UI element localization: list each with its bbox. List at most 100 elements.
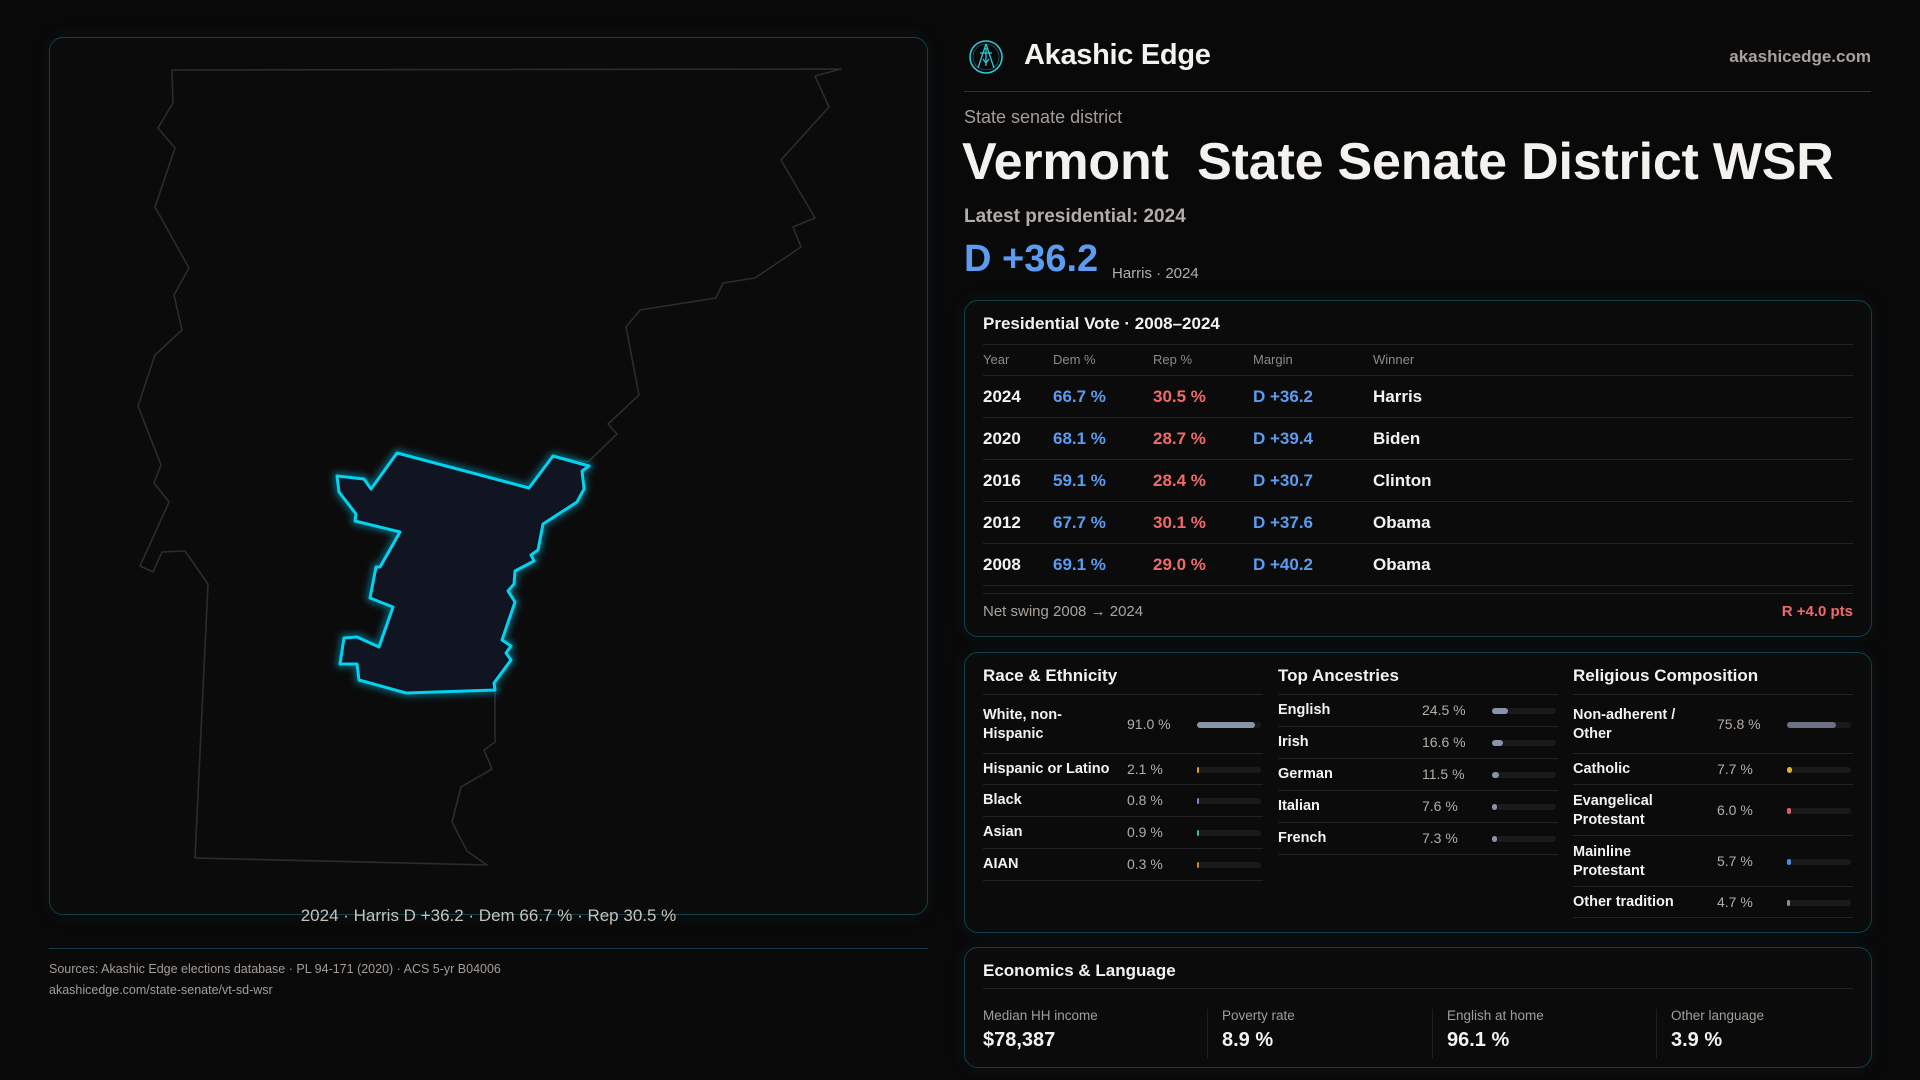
list-item: Catholic 7.7 % <box>1573 754 1853 785</box>
item-bar-fill <box>1492 836 1497 842</box>
item-bar-fill <box>1787 858 1791 865</box>
item-label: French <box>1278 830 1327 846</box>
row-divider <box>1278 758 1558 759</box>
item-label: Other tradition <box>1573 893 1674 910</box>
cell-winner: Biden <box>1373 429 1421 448</box>
site-link[interactable]: akashicedge.com <box>1729 47 1871 66</box>
item-label: English <box>1278 702 1331 718</box>
column-header: Year <box>983 352 1010 367</box>
row-divider <box>1278 726 1558 727</box>
list-item: Italian 7.6 % <box>1278 791 1558 823</box>
table-row[interactable]: 2016 59.1 % 28.4 % D +30.7 Clinton <box>965 460 1871 502</box>
column-title: Religious Composition <box>1573 666 1759 685</box>
cell-year: 2020 <box>983 429 1021 448</box>
item-bar <box>1197 862 1261 868</box>
stat-divider <box>1656 1009 1657 1058</box>
item-label: Mainline Protestant <box>1573 843 1645 879</box>
cell-margin: D +39.4 <box>1253 429 1314 448</box>
cell-winner: Obama <box>1373 555 1431 574</box>
vermont-state-outline <box>137 68 842 866</box>
item-bar <box>1197 766 1261 773</box>
table-row[interactable]: 2020 68.1 % 28.7 % D +39.4 Biden <box>965 418 1871 460</box>
cell-margin: D +40.2 <box>1253 555 1314 574</box>
list-item: Other tradition 4.7 % <box>1573 887 1853 918</box>
row-divider <box>1278 854 1558 855</box>
cell-rep: 29.0 % <box>1153 555 1206 574</box>
item-bar <box>1787 858 1851 865</box>
latest-margin: D +36.2 <box>964 238 1099 280</box>
cell-rep: 30.5 % <box>1153 387 1206 406</box>
item-value: 7.7 % <box>1717 760 1753 777</box>
stat-value: 8.9 % <box>1222 1029 1274 1051</box>
demographic-column: Religious Composition Non-adherent / Othe… <box>1573 653 1853 932</box>
stat-divider <box>1207 1009 1208 1058</box>
item-value: 7.3 % <box>1422 830 1458 846</box>
list-item: Hispanic or Latino 2.1 % <box>983 754 1263 785</box>
row-divider <box>1573 835 1853 836</box>
item-value: 75.8 % <box>1717 715 1761 732</box>
akashic-compass-logo-icon <box>969 40 1003 74</box>
cell-year: 2008 <box>983 555 1021 574</box>
item-bar <box>1492 708 1556 714</box>
table-row[interactable]: 2012 67.7 % 30.1 % D +37.6 Obama <box>965 502 1871 544</box>
item-bar-fill <box>1197 721 1256 728</box>
item-value: 91.0 % <box>1127 715 1171 732</box>
item-bar-fill <box>1197 830 1199 836</box>
item-bar <box>1787 766 1851 773</box>
stat-label: Poverty rate <box>1222 1008 1295 1023</box>
divider <box>983 344 1853 345</box>
cell-rep: 30.1 % <box>1153 513 1206 532</box>
item-label: Non-adherent / Other <box>1573 706 1676 742</box>
table-row[interactable]: 2008 69.1 % 29.0 % D +40.2 Obama <box>965 544 1871 586</box>
source-url[interactable]: akashicedge.com/state-senate/vt-sd-wsr <box>49 983 273 997</box>
demographic-column: Race & Ethnicity White, non-Hispanic 91.0 … <box>983 653 1263 932</box>
list-item: Non-adherent / Other 75.8 % <box>1573 695 1853 754</box>
stat-other-language: Other language 3.9 % <box>1671 1008 1764 1058</box>
divider <box>983 593 1853 594</box>
table-row[interactable]: 2024 66.7 % 30.5 % D +36.2 Harris <box>965 376 1871 418</box>
cell-dem: 68.1 % <box>1053 429 1106 448</box>
item-label: Catholic <box>1573 760 1631 777</box>
district-wsr-shape[interactable] <box>332 448 594 698</box>
row-divider <box>1573 886 1853 887</box>
item-bar <box>1787 899 1851 906</box>
cell-rep: 28.4 % <box>1153 471 1206 490</box>
economics-panel: Economics & Language Median HH income $78… <box>964 947 1872 1068</box>
cell-rep: 28.7 % <box>1153 429 1206 448</box>
list-item: English 24.5 % <box>1278 695 1558 727</box>
net-swing-label: Net swing 2008 → 2024 <box>983 603 1144 620</box>
row-divider <box>983 417 1853 418</box>
list-item: Evangelical Protestant 6.0 % <box>1573 785 1853 836</box>
item-value: 0.9 % <box>1127 824 1163 840</box>
footer-sources: Sources: Akashic Edge elections database… <box>49 948 928 1001</box>
row-divider <box>983 501 1853 502</box>
cell-margin: D +30.7 <box>1253 471 1314 490</box>
brand-name: Akashic Edge <box>1024 39 1211 71</box>
stat-median-hh-income: Median HH income $78,387 <box>983 1008 1098 1058</box>
cell-dem: 69.1 % <box>1053 555 1106 574</box>
column-header: Dem % <box>1053 352 1096 367</box>
page-title: Vermont State Senate District WSR <box>962 133 1834 191</box>
item-label: Evangelical Protestant <box>1573 792 1653 828</box>
header-divider <box>964 91 1871 92</box>
item-bar <box>1197 830 1261 836</box>
latest-presidential: Latest presidential: 2024 <box>964 206 1186 227</box>
item-value: 5.7 % <box>1717 852 1753 869</box>
row-divider <box>1278 822 1558 823</box>
stat-label: English at home <box>1447 1008 1544 1023</box>
list-item: White, non-Hispanic 91.0 % <box>983 695 1263 754</box>
presidential-vote-panel: Presidential Vote · 2008–2024 Year Dem % R… <box>964 300 1872 637</box>
column-header: Winner <box>1373 352 1415 367</box>
row-divider <box>983 459 1853 460</box>
list-item: AIAN 0.3 % <box>983 849 1263 881</box>
item-value: 7.6 % <box>1422 798 1458 814</box>
item-value: 0.8 % <box>1127 792 1163 808</box>
cell-dem: 66.7 % <box>1053 387 1106 406</box>
row-divider <box>1573 753 1853 754</box>
item-bar <box>1787 807 1851 814</box>
item-value: 6.0 % <box>1717 801 1753 818</box>
item-bar <box>1492 772 1556 778</box>
list-item: French 7.3 % <box>1278 823 1558 855</box>
item-label: German <box>1278 766 1333 782</box>
column-title: Race & Ethnicity <box>983 666 1118 685</box>
